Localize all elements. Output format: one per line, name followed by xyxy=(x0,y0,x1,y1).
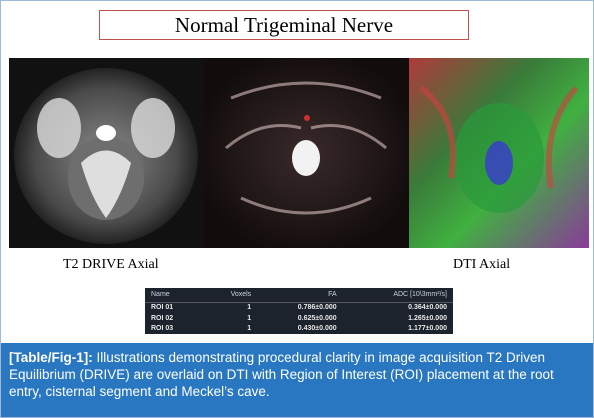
table-cell: 1.177±0.000 xyxy=(408,325,447,333)
table-header: Name xyxy=(145,288,203,303)
table-header: ADC [10\3mm²/s] xyxy=(342,288,453,303)
table-cell: 0.786±0.000 xyxy=(297,304,337,312)
table-header: FA xyxy=(257,288,343,303)
table-header: Voxels xyxy=(202,288,258,303)
table-cell: 1 xyxy=(247,325,252,333)
table-cell: 0.625±0.000 xyxy=(297,314,337,322)
image-label: DTI Axial xyxy=(453,257,511,272)
table-cell: ROI 01 xyxy=(151,304,174,312)
figure-title: Normal Trigeminal Nerve xyxy=(99,10,469,40)
caption: [Table/Fig-1]: Illustrations demonstrati… xyxy=(1,343,593,417)
table-row: ROI 02 1 0.625±0.000 1.265±0.000 xyxy=(145,313,453,323)
table-body: ROI 01 1 0.786±0.000 0.364±0.000 ROI 02 1 0.62… xyxy=(145,302,453,334)
table-cell: 1.265±0.000 xyxy=(408,314,447,322)
images xyxy=(9,58,589,248)
table-cell: 0.430±0.000 xyxy=(297,325,337,333)
table-cell: 1 xyxy=(247,304,252,312)
caption-text: Illustrations demonstrating procedural c… xyxy=(9,350,554,399)
table-cell: ROI 02 xyxy=(151,314,174,322)
table-cell: 1 xyxy=(247,314,252,322)
roi-table: Name Voxels FA ADC [10\3mm²/s] ROI 01 1 0.… xyxy=(145,288,453,334)
image-label: T2 DRIVE Axial xyxy=(63,257,159,272)
caption-label: [Table/Fig-1]: xyxy=(9,350,93,365)
table-cell: ROI 03 xyxy=(151,325,174,333)
table-row: ROI 01 1 0.786±0.000 0.364±0.000 xyxy=(145,302,453,313)
table-row: ROI 03 1 0.430±0.000 1.177±0.000 xyxy=(145,324,453,334)
table-cell: 0.364±0.000 xyxy=(408,304,447,312)
